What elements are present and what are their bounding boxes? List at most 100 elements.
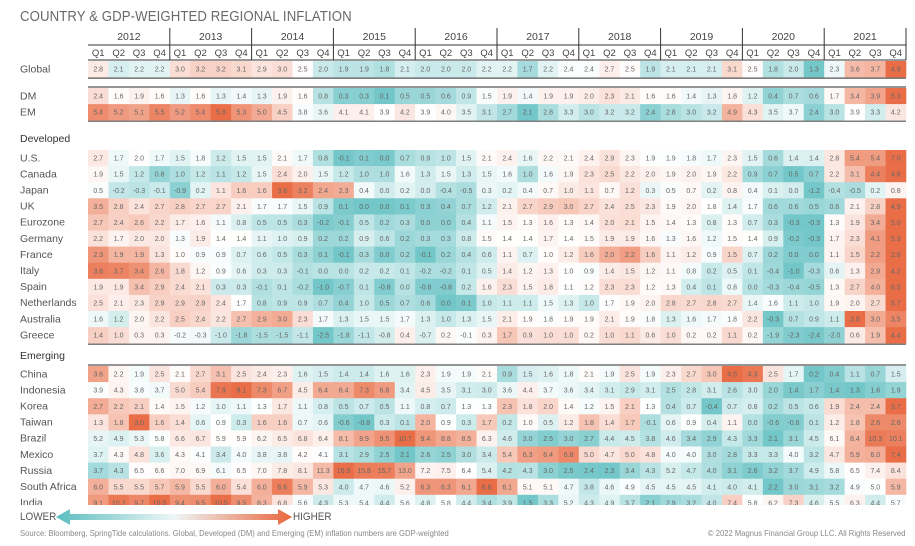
cell-value: 1.6: [523, 156, 533, 163]
heatmap-cell: [721, 246, 743, 263]
heatmap-cell: [721, 278, 743, 296]
cell-value: 10.5: [153, 500, 167, 505]
cell-value: 1.4: [605, 420, 615, 427]
heatmap-cell: [456, 246, 477, 263]
heatmap-cell: [374, 104, 396, 121]
heatmap-cell: [456, 446, 477, 463]
cell-value: 1.3: [666, 236, 676, 243]
cell-value: 1.5: [380, 317, 390, 324]
heatmap-cell: [660, 462, 682, 479]
cell-value: 2.1: [707, 67, 717, 74]
heatmap-cell: [517, 88, 539, 105]
heatmap-cell: [231, 430, 252, 447]
cell-value: -0.9: [174, 188, 186, 195]
cell-value: 2.1: [523, 110, 533, 117]
heatmap-cell: [251, 398, 273, 415]
cell-value: 0.0: [380, 252, 390, 259]
cell-value: 0.3: [421, 236, 431, 243]
heatmap-cell: [660, 294, 682, 312]
heatmap-cell: [599, 382, 620, 399]
cell-value: 3.4: [134, 284, 144, 291]
heatmap-cell: [272, 166, 293, 183]
heatmap-cell: [149, 327, 171, 344]
cell-value: 7.2: [421, 468, 431, 475]
cell-value: 1.6: [380, 372, 390, 379]
cell-value: 0.3: [298, 252, 308, 259]
heatmap-cell: [128, 311, 150, 328]
heatmap-cell: [517, 398, 539, 415]
cell-value: 3.0: [523, 436, 533, 443]
heatmap-cell: [476, 262, 498, 280]
cell-value: -0.3: [808, 220, 820, 227]
heatmap-cell: [721, 430, 743, 447]
cell-value: 6.8: [482, 484, 492, 491]
heatmap-cell: [149, 88, 171, 105]
cell-value: 0.9: [523, 333, 533, 340]
heatmap-cell: [681, 278, 702, 296]
quarter-label: Q2: [276, 48, 289, 59]
cell-value: 0.6: [768, 204, 778, 211]
cell-value: 1.0: [543, 333, 553, 340]
cell-value: 15.7: [378, 468, 392, 475]
cell-value: 0.4: [830, 372, 840, 379]
cell-value: 5.0: [584, 452, 594, 459]
heatmap-cell: [272, 430, 293, 447]
heatmap-cell: [517, 382, 539, 399]
quarter-label: Q2: [440, 48, 453, 59]
cell-value: 15.8: [357, 468, 371, 475]
heatmap-cell: [108, 294, 130, 312]
heatmap-cell: [251, 366, 273, 383]
heatmap-cell: [619, 398, 641, 415]
heatmap-cell: [619, 246, 641, 263]
cell-value: 2.8: [666, 301, 676, 308]
cell-value: 0.4: [523, 188, 533, 195]
heatmap-cell: [865, 88, 886, 105]
cell-value: 2.0: [298, 172, 308, 179]
heatmap-cell: [476, 88, 498, 105]
cell-value: 1.9: [523, 317, 533, 324]
cell-value: 0.4: [686, 284, 696, 291]
cell-value: 1.9: [564, 172, 574, 179]
cell-value: 0.3: [298, 220, 308, 227]
cell-value: 2.6: [891, 420, 901, 427]
cell-value: 2.4: [870, 404, 880, 411]
cell-value: 0.0: [809, 252, 819, 259]
heatmap-cell: [394, 214, 416, 231]
quarter-label: Q3: [378, 48, 391, 59]
heatmap-cell: [88, 198, 109, 215]
cell-value: 1.4: [789, 156, 799, 163]
heatmap-cell: [762, 462, 784, 479]
heatmap-cell: [660, 398, 682, 415]
legend-arrow-shape: [56, 509, 292, 525]
cell-value: 9.4: [421, 436, 431, 443]
cell-value: 0.8: [318, 94, 328, 101]
cell-value: 0.8: [891, 188, 901, 195]
cell-value: -2.4: [808, 333, 820, 340]
heatmap-cell: [415, 462, 436, 479]
heatmap-cell: [190, 166, 211, 183]
cell-value: 0.1: [748, 268, 758, 275]
heatmap-cell: [231, 366, 252, 383]
cell-value: -0.6: [787, 420, 799, 427]
cell-value: 8.4: [850, 436, 860, 443]
row-label: Italy: [20, 265, 40, 277]
cell-value: 3.8: [257, 452, 267, 459]
cell-value: 0.9: [461, 94, 471, 101]
cell-value: 1.7: [789, 372, 799, 379]
heatmap-cell: [88, 446, 109, 463]
row-label: China: [20, 368, 48, 380]
heatmap-cell: [435, 230, 457, 247]
cell-value: 3.7: [891, 404, 901, 411]
heatmap-cell: [558, 166, 580, 183]
cell-value: 7.3: [359, 388, 369, 395]
heatmap-cell: [312, 327, 334, 344]
heatmap-cell: [578, 104, 600, 121]
heatmap-cell: [374, 327, 396, 344]
cell-value: 0.2: [686, 333, 696, 340]
heatmap-cell: [660, 246, 682, 263]
heatmap-cell: [844, 150, 866, 167]
cell-value: 4.9: [605, 500, 615, 505]
cell-value: 3.8: [584, 484, 594, 491]
quarter-label: Q1: [501, 48, 514, 59]
heatmap-cell: [497, 166, 518, 183]
